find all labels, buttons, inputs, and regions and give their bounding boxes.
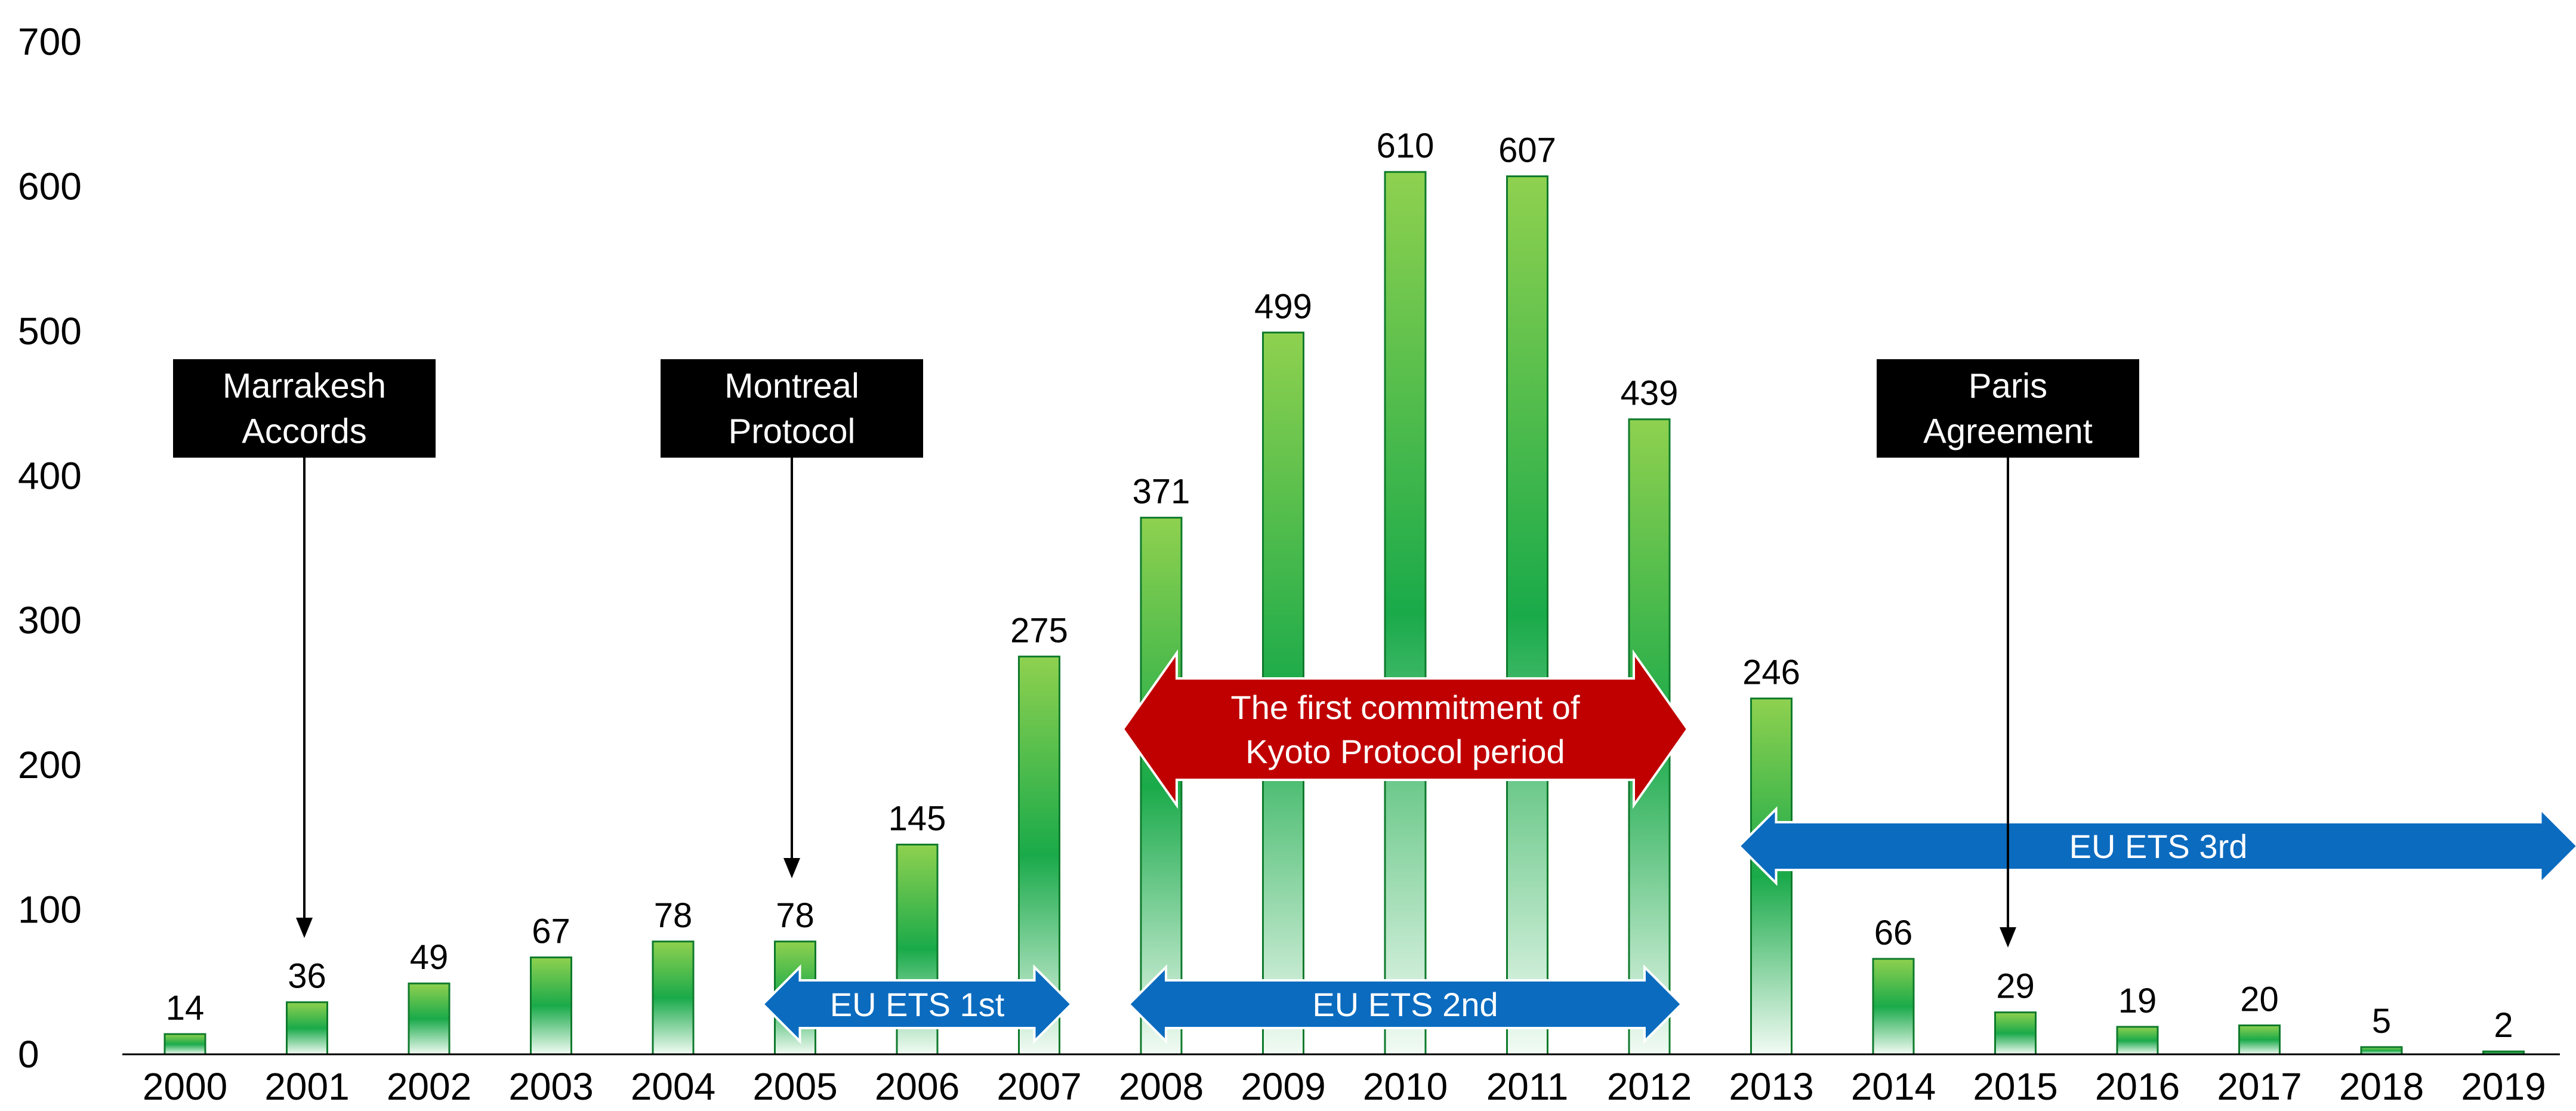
x-tick-label-2015: 2015 [1973,1065,2057,1108]
x-tick-label-2009: 2009 [1241,1065,1325,1108]
bar-2001 [286,1001,328,1056]
value-label-2017: 20 [2240,980,2279,1019]
x-tick-label-2019: 2019 [2461,1065,2546,1108]
kyoto-first-commitment-arrow-label-2: Kyoto Protocol period [1245,733,1565,770]
marrakesh-accords-box-label-2: Accords [242,412,367,451]
bar-2018 [2360,1046,2403,1056]
x-tick-label-2006: 2006 [875,1065,960,1108]
value-label-2018: 5 [2372,1002,2391,1041]
montreal-protocol-box-bg [661,359,923,458]
y-tick-label-500: 500 [18,310,82,353]
x-tick-label-2007: 2007 [997,1065,1081,1108]
eu-ets-2nd-arrow-label-1: EU ETS 2nd [1312,986,1498,1023]
paris-agreement-box-bg [1877,359,2139,458]
bar-2002 [408,982,451,1056]
x-tick-label-2010: 2010 [1363,1065,1448,1108]
value-label-2007: 275 [1010,611,1068,650]
x-tick-label-2003: 2003 [508,1065,593,1108]
value-label-2002: 49 [410,938,449,977]
value-label-2015: 29 [1996,967,2035,1006]
y-tick-label-100: 100 [18,888,82,931]
value-label-2006: 145 [889,799,946,838]
x-tick-label-2014: 2014 [1851,1065,1936,1108]
value-label-2001: 36 [288,957,326,996]
eu-ets-2nd-arrow: EU ETS 2nd [1127,964,1683,1044]
value-label-2010: 610 [1377,126,1434,165]
value-label-2012: 439 [1621,374,1679,413]
montreal-protocol-box-pointer-head [783,858,800,878]
x-tick-label-2005: 2005 [752,1065,837,1108]
value-labels-group: 14 36 49 67 78 78 145 275 371 499 610 607 439 246 66 29… [166,126,2513,1045]
value-label-2000: 14 [166,989,205,1027]
x-tick-label-2008: 2008 [1119,1065,1204,1108]
value-label-2004: 78 [654,896,693,935]
value-label-2019: 2 [2494,1006,2513,1045]
kyoto-first-commitment-arrow: The first commitment of Kyoto Protocol pe… [1121,649,1689,809]
paris-agreement-box: Paris Agreement [1877,359,2139,948]
value-label-2003: 67 [532,912,570,951]
x-tick-label-2011: 2011 [1486,1065,1569,1108]
bar-2000 [163,1033,206,1056]
x-tick-label-2016: 2016 [2095,1065,2180,1108]
eu-ets-2nd-arrow-shape [1127,964,1683,1044]
value-label-2009: 499 [1254,287,1312,326]
period-arrows-group: EU ETS 1st EU ETS 2nd EU ETS 3rd The first … [761,649,2576,1044]
eu-ets-3rd-arrow: EU ETS 3rd [1737,806,2576,886]
y-tick-label-0: 0 [18,1033,39,1076]
bar-2015 [1994,1011,2037,1056]
montreal-protocol-box-label-1: Montreal [724,367,859,406]
y-tick-label-300: 300 [18,599,82,642]
paris-agreement-box-label-1: Paris [1969,367,2047,406]
bar-2004 [652,940,695,1056]
x-tick-label-2002: 2002 [387,1065,471,1108]
value-label-2014: 66 [1874,914,1913,952]
y-tick-label-200: 200 [18,743,82,786]
bar-2016 [2116,1026,2159,1056]
marrakesh-accords-box-pointer-head [296,918,313,938]
eu-ets-1st-arrow-label-1: EU ETS 1st [830,986,1005,1023]
eu-ets-3rd-arrow-label-1: EU ETS 3rd [2069,828,2248,865]
bar-2017 [2238,1024,2281,1056]
x-tick-label-2012: 2012 [1607,1065,1692,1108]
bar-2010 [1384,171,1427,1056]
value-label-2013: 246 [1742,653,1800,692]
x-tick-label-2004: 2004 [631,1065,715,1108]
x-tick-label-2013: 2013 [1729,1065,1813,1108]
montreal-protocol-box-label-2: Protocol [729,412,856,451]
y-tick-label-600: 600 [18,165,82,208]
bar-2014 [1872,958,1915,1056]
value-label-2005: 78 [776,896,815,935]
marrakesh-accords-box: Marrakesh Accords [173,359,436,938]
y-axis-ticks: 0 100 200 300 400 500 600 700 [18,20,82,1076]
value-label-2008: 371 [1133,473,1190,511]
event-boxes-group: Marrakesh Accords Montreal Protocol Paris Agr… [173,359,2139,948]
x-tick-label-2000: 2000 [143,1065,227,1108]
y-tick-label-400: 400 [18,454,82,497]
x-tick-label-2001: 2001 [264,1065,349,1108]
montreal-protocol-box: Montreal Protocol [661,359,923,878]
y-tick-label-700: 700 [18,20,82,63]
bar-2011 [1506,175,1548,1056]
paris-agreement-box-label-2: Agreement [1923,412,2093,451]
bars-group [163,171,2525,1056]
marrakesh-accords-box-bg [173,359,436,458]
bar-2003 [530,956,572,1056]
marrakesh-accords-box-label-1: Marrakesh [223,367,386,406]
x-axis-ticks: 2000 2001 2002 2003 2004 2005 2006 2007 2008 2009… [143,1065,2546,1108]
value-label-2011: 607 [1498,131,1556,169]
eu-ets-3rd-arrow-shape [1737,806,2576,886]
kyoto-first-commitment-arrow-shape [1121,649,1689,809]
eu-ets-1st-arrow-shape [761,964,1073,1044]
paris-agreement-box-pointer-head [2000,927,2016,948]
x-tick-label-2018: 2018 [2339,1065,2424,1108]
x-tick-label-2017: 2017 [2217,1065,2302,1108]
value-label-2016: 19 [2118,982,2157,1020]
eu-ets-1st-arrow: EU ETS 1st [761,964,1073,1044]
kyoto-first-commitment-arrow-label-1: The first commitment of [1230,689,1579,726]
